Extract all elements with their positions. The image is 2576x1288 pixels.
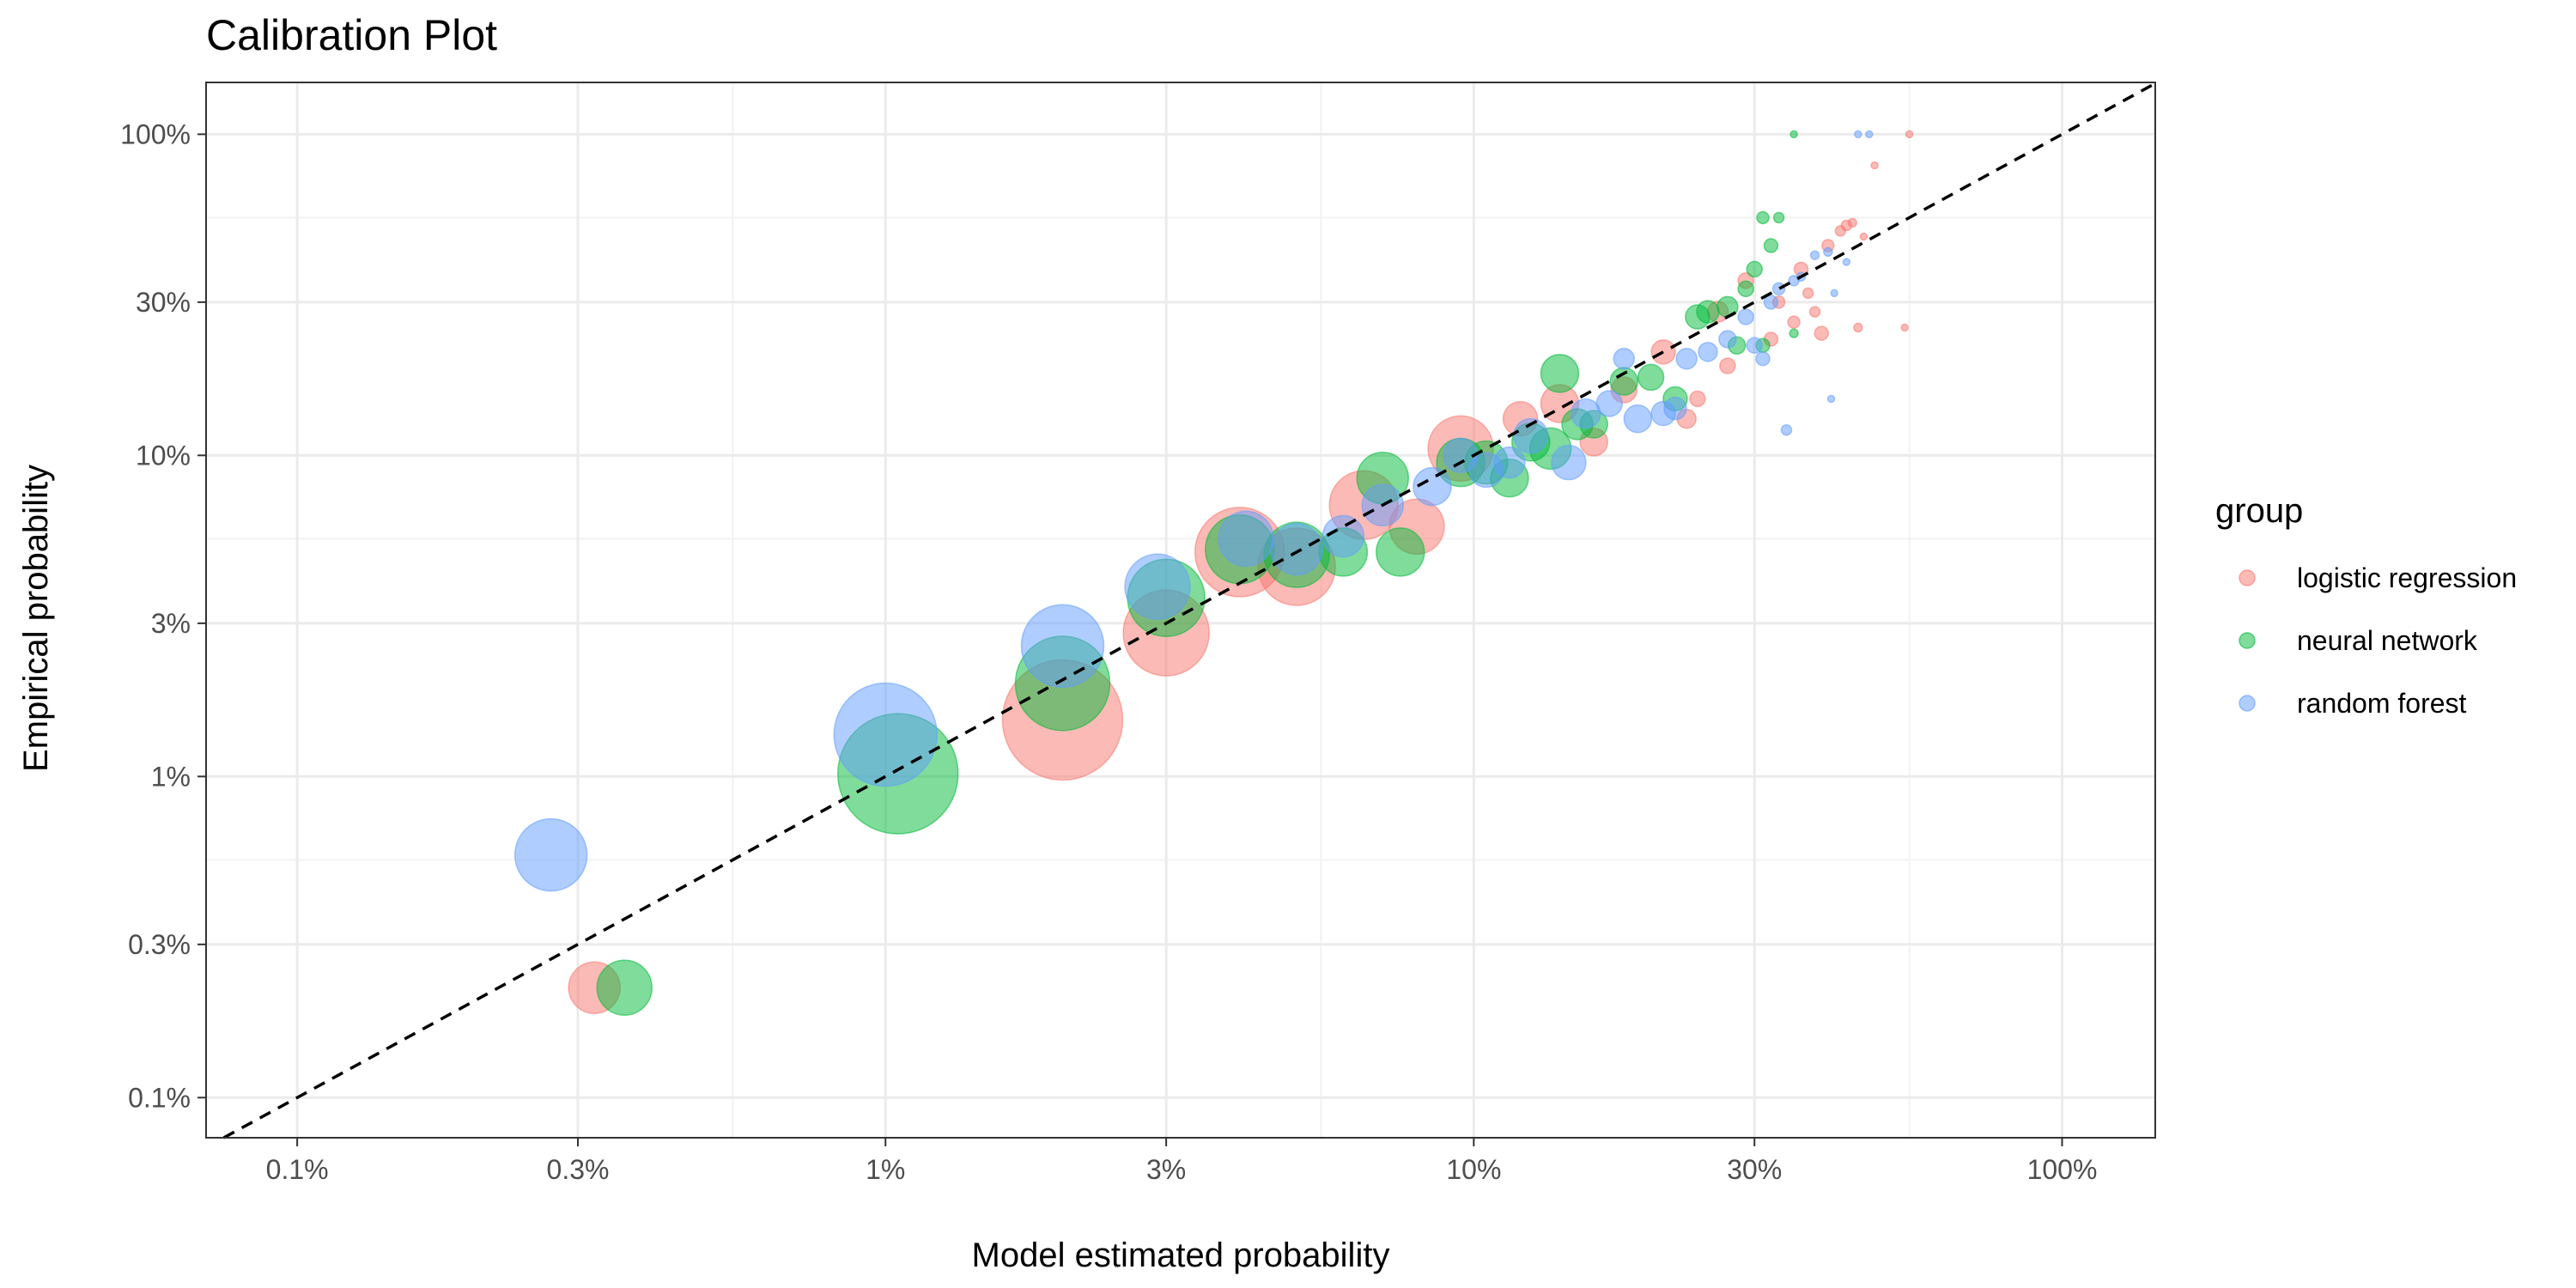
data-point-neural-network [1789, 130, 1798, 139]
data-point-random-forest [1413, 466, 1452, 507]
data-point-neural-network [1540, 354, 1580, 393]
legend-item-random-forest: random forest [2239, 688, 2467, 719]
x-tick-label: 10% [1446, 1154, 1501, 1185]
data-point-random-forest [1698, 342, 1718, 362]
legend-label-logistic-regression: logistic regression [2297, 562, 2517, 593]
data-point-random-forest [1124, 553, 1191, 621]
data-point-random-forest [1218, 510, 1274, 568]
data-point-random-forest [1020, 604, 1105, 689]
y-tick-label: 3% [151, 608, 191, 639]
data-point-random-forest [1842, 258, 1851, 266]
data-point-random-forest [1595, 390, 1624, 417]
data-point-neural-network [1746, 260, 1764, 278]
legend-title: group [2215, 492, 2303, 530]
data-point-neural-network [1696, 300, 1720, 324]
data-point-logistic-regression [1859, 232, 1868, 241]
x-tick-label: 1% [866, 1154, 905, 1185]
x-tick-label: 0.3% [547, 1154, 610, 1185]
data-point-logistic-regression [1689, 390, 1706, 408]
data-point-random-forest [1830, 289, 1838, 298]
data-point-random-forest [1613, 347, 1636, 370]
data-point-random-forest [1809, 250, 1820, 260]
data-point-logistic-regression [1787, 315, 1801, 329]
data-point-random-forest [1675, 347, 1698, 370]
data-point-neural-network [1789, 328, 1799, 338]
data-point-logistic-regression [1808, 306, 1821, 318]
data-point-logistic-regression [1900, 323, 1909, 332]
x-tick-label: 3% [1146, 1154, 1186, 1185]
y-axis-title: Empirical probability [17, 465, 55, 772]
y-tick-label: 30% [136, 287, 191, 318]
y-tick-label: 0.1% [128, 1082, 191, 1113]
legend: group logistic regression neural network r… [2215, 492, 2517, 719]
data-point-random-forest [1513, 417, 1549, 454]
panel-border [205, 82, 2156, 1139]
data-point-neural-network [1637, 363, 1665, 392]
data-point-random-forest [1771, 282, 1786, 296]
data-point-logistic-regression [1870, 161, 1879, 170]
data-point-random-forest [1493, 446, 1526, 479]
legend-label-random-forest: random forest [2297, 688, 2467, 719]
data-point-random-forest [513, 817, 588, 892]
data-point-neural-network [596, 959, 653, 1016]
data-point-random-forest [1737, 308, 1754, 325]
legend-label-neural-network: neural network [2297, 625, 2478, 656]
legend-key-logistic-regression [2239, 569, 2256, 586]
data-point-neural-network [1763, 238, 1779, 253]
reference-line [222, 82, 2156, 1139]
y-tick-label: 100% [120, 118, 191, 149]
data-point-logistic-regression [1650, 339, 1676, 365]
x-axis-title: Model estimated probability [972, 1236, 1390, 1274]
data-point-random-forest [1763, 295, 1779, 310]
data-point-random-forest [1663, 396, 1687, 421]
legend-key-neural-network [2239, 632, 2256, 649]
data-point-random-forest [1623, 404, 1653, 434]
x-tick-label: 30% [1727, 1154, 1782, 1185]
data-point-logistic-regression [1814, 325, 1830, 341]
data-point-random-forest [1865, 130, 1874, 139]
y-tick-label: 1% [151, 761, 191, 792]
y-axis: 0.1% 0.3% 1% 3% 10% 30% 100% [120, 118, 206, 1113]
x-axis: 0.1% 0.3% 1% 3% 10% 30% 100% [266, 1138, 2098, 1185]
data-point-random-forest [1551, 444, 1587, 481]
data-point-random-forest [1321, 514, 1365, 558]
data-point-random-forest [1780, 423, 1793, 436]
data-point-neural-network [1772, 211, 1785, 224]
data-point-logistic-regression [1801, 287, 1814, 300]
data-point-random-forest [1718, 330, 1737, 349]
legend-item-neural-network: neural network [2239, 625, 2478, 656]
data-point-logistic-regression [1905, 130, 1914, 139]
data-point-logistic-regression [1719, 357, 1736, 374]
data-point-logistic-regression [1847, 217, 1857, 228]
data-point-random-forest [1854, 130, 1862, 139]
data-point-random-forest [1823, 246, 1833, 258]
legend-key-random-forest [2239, 695, 2256, 712]
y-tick-label: 0.3% [128, 929, 191, 960]
data-point-random-forest [1826, 394, 1836, 404]
data-point-random-forest [1270, 522, 1323, 576]
data-point-random-forest [1755, 350, 1771, 367]
y-tick-label: 10% [136, 440, 191, 471]
x-tick-label: 100% [2027, 1154, 2098, 1185]
data-point-logistic-regression [1853, 322, 1863, 333]
legend-item-logistic-regression: logistic regression [2239, 562, 2517, 593]
plot-area [205, 82, 2156, 1139]
data-point-random-forest [833, 682, 939, 787]
data-point-neural-network [1756, 210, 1770, 225]
data-points [513, 130, 1914, 1016]
x-tick-label: 0.1% [266, 1154, 329, 1185]
data-point-neural-network [1376, 527, 1425, 577]
chart-title: Calibration Plot [206, 11, 497, 59]
data-point-random-forest [1746, 337, 1764, 355]
data-point-neural-network [1737, 280, 1754, 298]
